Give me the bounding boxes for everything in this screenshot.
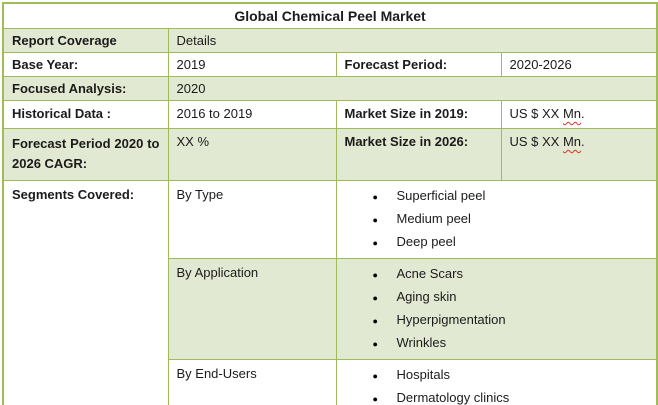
segment-item-label: Aging skin [396, 289, 457, 304]
segments-covered-label: Segments Covered: [2, 180, 169, 405]
segment-items-by-type: ● Superficial peel ● Medium peel ● Deep pee… [335, 180, 658, 259]
historical-data-label: Historical Data : [2, 100, 169, 129]
focused-analysis-value: 2020 [167, 76, 658, 101]
historical-data-value: 2016 to 2019 [167, 100, 337, 129]
list-item: ● Wrinkles [337, 332, 652, 355]
segment-item-label: Hyperpigmentation [396, 312, 506, 327]
forecast-period-label: Forecast Period: [335, 52, 502, 77]
forecast-period-value: 2020-2026 [500, 52, 658, 77]
segment-item-label: Deep peel [396, 234, 456, 249]
forecast-cagr-label: Forecast Period 2020 to 2026 CAGR: [2, 128, 169, 181]
market-size-2019-label: Market Size in 2019: [335, 100, 502, 129]
list-item: ● Hyperpigmentation [337, 309, 652, 332]
segment-item-label: Acne Scars [396, 266, 463, 281]
report-coverage-value: Details [167, 28, 658, 53]
bullet-icon: ● [372, 371, 378, 381]
report-coverage-label: Report Coverage [2, 28, 169, 53]
market-size-2026-value: US $ XX Mn. [500, 128, 658, 181]
list-item: ● Dermatology clinics [337, 387, 652, 405]
bullet-icon: ● [372, 238, 378, 248]
list-item: ● Deep peel [337, 231, 652, 254]
bullet-icon: ● [372, 339, 378, 349]
list-item: ● Medium peel [337, 208, 652, 231]
table-title: Global Chemical Peel Market [2, 2, 658, 29]
segment-item-label: Superficial peel [396, 188, 486, 203]
segment-group-by-end-users: By End-Users [167, 359, 337, 405]
segment-group-by-type: By Type [167, 180, 337, 259]
segment-item-label: Medium peel [396, 211, 471, 226]
page-title: Global Chemical Peel Market [234, 8, 426, 24]
list-item: ● Hospitals [337, 364, 652, 387]
market-size-2019-value: US $ XX Mn. [500, 100, 658, 129]
segment-item-label: Wrinkles [396, 335, 447, 350]
list-item: ● Acne Scars [337, 263, 652, 286]
bullet-icon: ● [372, 215, 378, 225]
bullet-icon: ● [372, 394, 378, 404]
base-year-value: 2019 [167, 52, 337, 77]
list-item: ● Aging skin [337, 286, 652, 309]
list-item: ● Superficial peel [337, 185, 652, 208]
bullet-icon: ● [372, 293, 378, 303]
segment-item-label: Dermatology clinics [396, 390, 510, 405]
segment-group-by-application: By Application [167, 258, 337, 360]
misspelled-word: Mn [562, 134, 582, 149]
base-year-label: Base Year: [2, 52, 169, 77]
misspelled-word: Mn [562, 106, 582, 121]
segment-items-by-application: ● Acne Scars ● Aging skin ● Hyperpigmentati… [335, 258, 658, 360]
bullet-icon: ● [372, 270, 378, 280]
bullet-icon: ● [372, 192, 378, 202]
forecast-cagr-value: XX % [167, 128, 337, 181]
segment-item-label: Hospitals [396, 367, 450, 382]
market-size-2026-label: Market Size in 2026: [335, 128, 502, 181]
bullet-icon: ● [372, 316, 378, 326]
focused-analysis-label: Focused Analysis: [2, 76, 169, 101]
segment-items-by-end-users: ●Hospitals ●Dermatology clinics ●Recreat… [335, 359, 658, 405]
